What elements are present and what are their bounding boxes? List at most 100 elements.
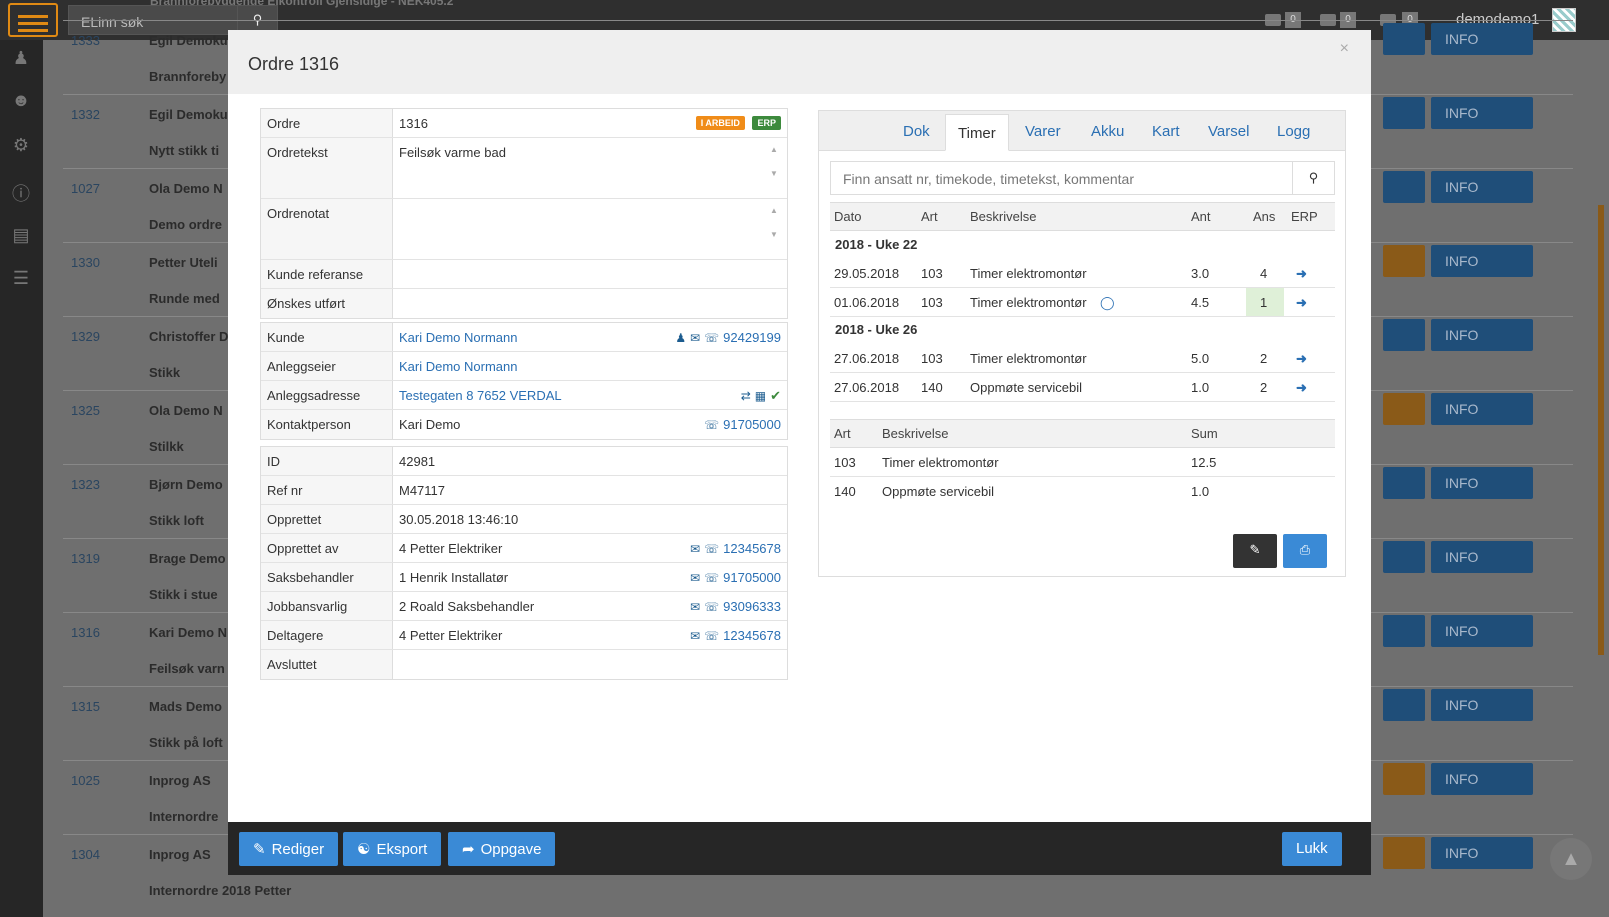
tab-kart[interactable]: Kart <box>1152 123 1180 140</box>
export-button[interactable]: ☯ Eksport <box>343 832 442 866</box>
tab-akku[interactable]: Akku <box>1091 123 1125 140</box>
sitemap-button[interactable] <box>1383 319 1425 351</box>
sitemap-button[interactable] <box>1383 23 1425 55</box>
info-button[interactable]: INFO <box>1431 23 1533 55</box>
row-name: Inprog AS <box>149 847 211 862</box>
case-handler-phone[interactable]: 91705000 <box>723 570 781 585</box>
arrow-right-icon[interactable]: ➜ <box>1296 266 1307 281</box>
pencil-icon[interactable]: ✎ <box>1233 534 1277 568</box>
mail-icon[interactable]: ✉ <box>690 600 701 614</box>
info-icon[interactable]: ⓘ <box>12 184 30 204</box>
hamburger-menu-button[interactable] <box>8 3 58 37</box>
facility-address-link[interactable]: Testegaten 8 7652 VERDAL <box>399 388 562 403</box>
close-button[interactable]: Lukk <box>1282 832 1342 866</box>
close-icon[interactable]: × <box>1339 40 1349 57</box>
info-button[interactable]: INFO <box>1431 319 1533 351</box>
scrollbar[interactable] <box>1598 205 1604 655</box>
order-text[interactable]: Feilsøk varme bad <box>399 145 506 160</box>
customer-link[interactable]: Kari Demo Normann <box>399 330 518 345</box>
mail-icon[interactable]: ✉ <box>690 571 701 585</box>
tab-varer[interactable]: Varer <box>1025 123 1061 140</box>
arrow-right-icon[interactable]: ➜ <box>1296 295 1307 310</box>
job-responsible-phone[interactable]: 93096333 <box>723 599 781 614</box>
row-id[interactable]: 1025 <box>71 773 100 788</box>
info-button[interactable]: INFO <box>1431 689 1533 721</box>
search-icon[interactable]: ⚲ <box>1292 162 1334 194</box>
document-icon[interactable]: ▤ <box>12 225 30 245</box>
gear-icon[interactable]: ⚙ <box>12 135 30 155</box>
textarea-scrollbar[interactable]: ▲ ▼ <box>770 206 778 239</box>
tab-timer[interactable]: Timer <box>945 114 1009 151</box>
row-id[interactable]: 1323 <box>71 477 100 492</box>
arrow-right-icon[interactable]: ➜ <box>1296 380 1307 395</box>
info-button[interactable]: INFO <box>1431 467 1533 499</box>
row-id[interactable]: 1325 <box>71 403 100 418</box>
table-row[interactable]: 1333 Egil Demoku Brannforeby INFO <box>63 20 1573 94</box>
user-icon[interactable]: ☻ <box>11 90 31 110</box>
sliders-icon[interactable]: ☰ <box>12 268 30 288</box>
meta-table: ID 42981 Ref nr M47117 Opprettet 30.05.2… <box>260 446 788 680</box>
transfer-icon[interactable]: ⇄ <box>740 389 751 403</box>
row-id[interactable]: 1316 <box>71 625 100 640</box>
mail-icon[interactable]: ✉ <box>690 331 701 345</box>
info-button[interactable]: INFO <box>1431 837 1533 869</box>
row-id[interactable]: 1027 <box>71 181 100 196</box>
arrow-right-icon[interactable]: ➜ <box>1296 351 1307 366</box>
sitemap-button[interactable] <box>1383 171 1425 203</box>
label: Ordretekst <box>261 138 393 198</box>
comment-icon[interactable]: ◯ <box>1100 295 1115 310</box>
sitemap-button[interactable] <box>1383 837 1425 869</box>
info-button[interactable]: INFO <box>1431 615 1533 647</box>
created-by-phone[interactable]: 12345678 <box>723 541 781 556</box>
sitemap-button[interactable] <box>1383 689 1425 721</box>
info-button[interactable]: INFO <box>1431 393 1533 425</box>
tab-logg[interactable]: Logg <box>1277 123 1311 140</box>
info-button[interactable]: INFO <box>1431 97 1533 129</box>
info-button[interactable]: INFO <box>1431 763 1533 795</box>
table-row[interactable]: 29.05.2018 103 Timer elektromontør 3.0 4… <box>830 259 1335 288</box>
row-id[interactable]: 1319 <box>71 551 100 566</box>
row-id[interactable]: 1315 <box>71 699 100 714</box>
textarea-scrollbar[interactable]: ▲ ▼ <box>770 145 778 178</box>
cell-ant: 4.5 <box>1191 295 1210 310</box>
sitemap-button[interactable] <box>1383 541 1425 573</box>
sitemap-button[interactable] <box>1383 393 1425 425</box>
timer-search-input[interactable]: Finn ansatt nr, timekode, timetekst, kom… <box>843 171 1135 187</box>
info-button[interactable]: INFO <box>1431 245 1533 277</box>
tab-dok[interactable]: Dok <box>903 123 930 140</box>
sitemap-button[interactable] <box>1383 615 1425 647</box>
print-icon[interactable]: ⎙ <box>1283 534 1327 568</box>
scroll-top-button[interactable]: ▲ <box>1550 838 1592 880</box>
qr-icon[interactable]: ▦ <box>754 389 767 403</box>
sitemap-button[interactable] <box>1383 245 1425 277</box>
mail-icon[interactable]: ✉ <box>690 629 701 643</box>
task-button[interactable]: ➦ Oppgave <box>448 832 556 866</box>
row-id[interactable]: 1304 <box>71 847 100 862</box>
mail-icon[interactable]: ✉ <box>690 542 701 556</box>
timer-search[interactable]: Finn ansatt nr, timekode, timetekst, kom… <box>830 161 1335 195</box>
table-row[interactable]: 27.06.2018 140 Oppmøte servicebil 1.0 2 … <box>830 373 1335 402</box>
row-id[interactable]: 1329 <box>71 329 100 344</box>
global-search-input[interactable]: ELinn søk <box>81 14 144 30</box>
phone-icon: ☏ <box>704 542 720 556</box>
info-button[interactable]: INFO <box>1431 171 1533 203</box>
row-id[interactable]: 1333 <box>71 33 100 48</box>
sitemap-button[interactable] <box>1383 97 1425 129</box>
users-icon[interactable]: ♟ <box>12 48 30 68</box>
table-row[interactable]: 01.06.2018 103 Timer elektromontør ◯ 4.5… <box>830 288 1335 317</box>
edit-button[interactable]: ✎ Rediger <box>239 832 339 866</box>
facility-owner-link[interactable]: Kari Demo Normann <box>399 359 518 374</box>
table-row[interactable]: 1316 Kari Demo N Feilsøk varn INFO <box>63 612 1573 686</box>
sitemap-button[interactable] <box>1383 467 1425 499</box>
sitemap-button[interactable] <box>1383 763 1425 795</box>
contact-phone[interactable]: 91705000 <box>723 417 781 432</box>
row-id[interactable]: 1330 <box>71 255 100 270</box>
table-row[interactable]: 27.06.2018 103 Timer elektromontør 5.0 2… <box>830 344 1335 373</box>
row-id[interactable]: 1332 <box>71 107 100 122</box>
info-button[interactable]: INFO <box>1431 541 1533 573</box>
cell-dato: 27.06.2018 <box>834 351 900 366</box>
tab-varsel[interactable]: Varsel <box>1208 123 1250 140</box>
participants-phone[interactable]: 12345678 <box>723 628 781 643</box>
customer-phone[interactable]: 92429199 <box>723 330 781 345</box>
user-icon[interactable]: ♟ <box>675 331 687 345</box>
